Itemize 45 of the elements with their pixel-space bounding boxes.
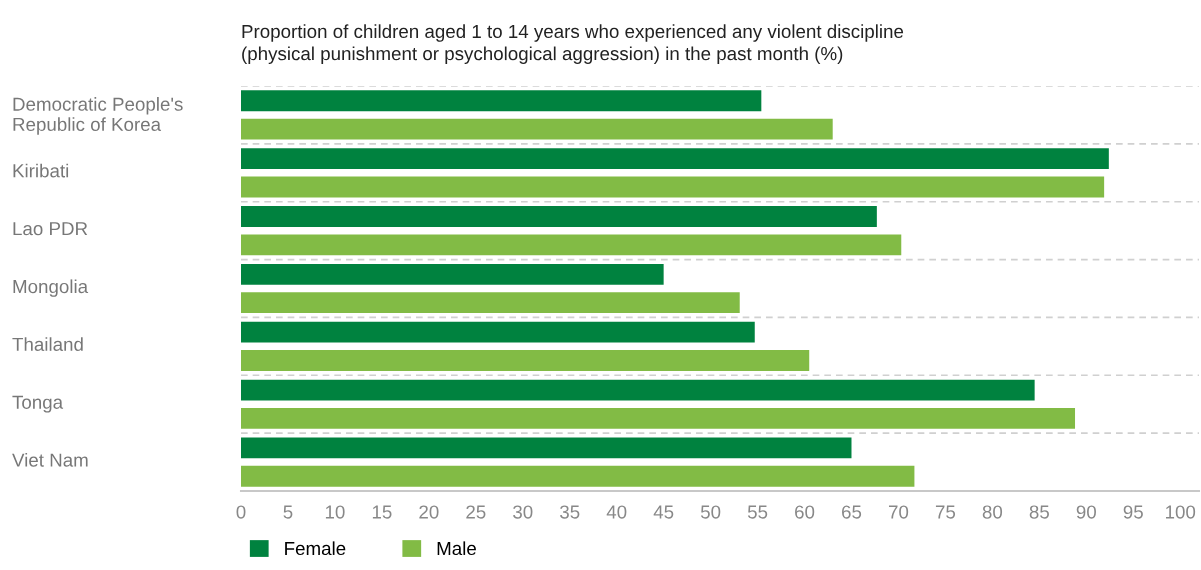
- x-tick-label: 80: [982, 505, 1003, 519]
- x-tick-label: 55: [747, 505, 768, 519]
- y-tick-label: Lao PDR: [13, 222, 88, 236]
- bar: [241, 118, 833, 140]
- x-tick-label: 5: [283, 505, 293, 519]
- bar: [241, 407, 1076, 429]
- x-tick-label: 100: [1166, 505, 1196, 519]
- x-tick-label: 95: [1123, 505, 1143, 519]
- y-tick-label: Thailand: [12, 337, 83, 352]
- y-tick-label: Kiribati: [13, 163, 69, 178]
- bar: [241, 90, 762, 112]
- bar: [241, 437, 852, 459]
- bar: [241, 263, 664, 285]
- x-tick-label: 20: [419, 505, 439, 519]
- x-tick-label: 10: [325, 505, 345, 519]
- x-tick-label: 0: [236, 505, 246, 519]
- x-tick-label: 30: [513, 505, 533, 519]
- x-tick-label: 75: [935, 505, 956, 519]
- bar: [241, 234, 902, 256]
- bar: [241, 350, 810, 371]
- bar: [241, 465, 915, 487]
- bar: [241, 379, 1035, 401]
- x-tick-label: 90: [1076, 505, 1096, 519]
- x-tick-label: 50: [700, 505, 721, 519]
- x-tick-label: 40: [606, 505, 627, 519]
- bar: [241, 321, 755, 343]
- bar: [241, 206, 877, 227]
- x-tick-label: 85: [1029, 505, 1049, 519]
- y-tick-label: Mongolia: [13, 279, 89, 297]
- bar: [241, 148, 1109, 170]
- x-tick-label: 45: [653, 505, 674, 519]
- x-tick-label: 25: [466, 505, 486, 519]
- y-tick-label: Tonga: [12, 395, 64, 413]
- x-tick-label: 35: [560, 505, 580, 519]
- legend-label: Female: [285, 541, 346, 556]
- x-tick-label: 15: [372, 505, 392, 519]
- bar: [241, 292, 740, 314]
- x-tick-label: 65: [842, 505, 862, 519]
- chart-title: Proportion of children aged 1 to 14 years who experienced any violent discipline (physical punishment or psychological aggression) in the past month (%): [242, 24, 904, 64]
- x-tick-label: 60: [795, 505, 815, 519]
- bar: [241, 176, 1105, 198]
- y-tick-label: Viet Nam: [12, 452, 88, 467]
- y-tick-label: Democratic People's Republic of Korea: [13, 97, 183, 135]
- legend-label: Male: [437, 541, 476, 556]
- x-tick-label: 70: [888, 505, 909, 519]
